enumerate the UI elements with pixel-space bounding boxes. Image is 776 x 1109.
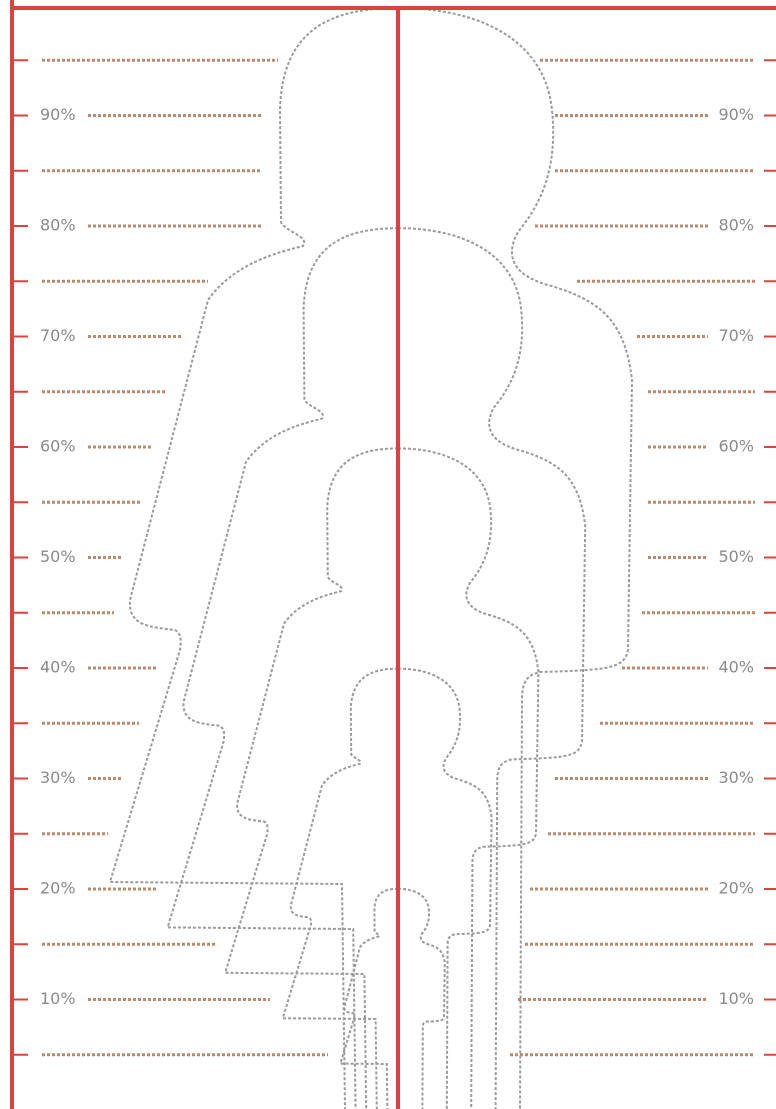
level-label: 10% xyxy=(40,989,76,1008)
level-label: 60% xyxy=(718,437,754,456)
level-label: 20% xyxy=(718,879,754,898)
level-label: 50% xyxy=(718,547,754,566)
level-label: 60% xyxy=(40,437,76,456)
level-label: 30% xyxy=(40,768,76,787)
level-label: 10% xyxy=(718,989,754,1008)
silhouette xyxy=(168,228,586,1109)
level-label: 40% xyxy=(40,658,76,677)
level-label: 80% xyxy=(40,216,76,235)
level-label: 30% xyxy=(718,768,754,787)
level-label: 80% xyxy=(718,216,754,235)
level-label: 70% xyxy=(718,326,754,345)
silhouette xyxy=(225,448,538,1109)
height-chart: 10% 10% 20% 20% 30% 30% 40% 40% 50% 50% 60% 60% 70% 7… xyxy=(0,0,776,1109)
level-label: 50% xyxy=(40,547,76,566)
silhouette xyxy=(283,669,492,1109)
level-label: 40% xyxy=(718,658,754,677)
levels: 10% 10% 20% 20% 30% 30% 40% 40% 50% 50% 60% 60% 70% 7… xyxy=(14,60,776,1055)
level-label: 90% xyxy=(718,105,754,124)
level-label: 70% xyxy=(40,326,76,345)
level-label: 20% xyxy=(40,879,76,898)
level-label: 90% xyxy=(40,105,76,124)
